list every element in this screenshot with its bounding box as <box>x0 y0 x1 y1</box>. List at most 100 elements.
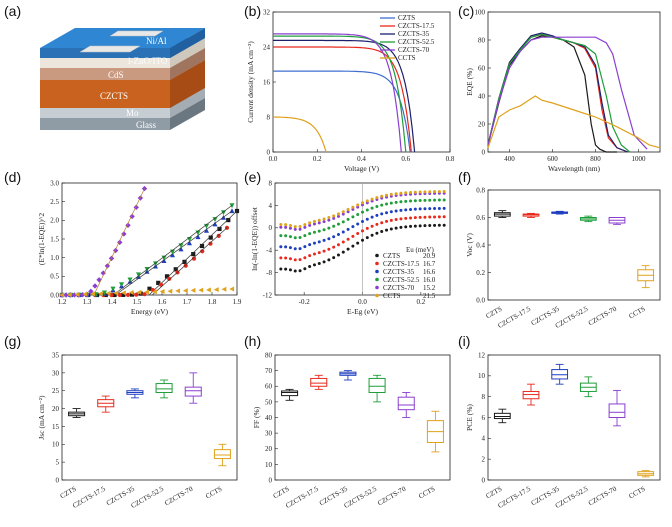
legend-entry: CCTS <box>398 54 416 62</box>
layer-label: CdS <box>108 70 124 80</box>
data-point <box>437 223 441 227</box>
data-point <box>413 207 417 211</box>
x-axis-label: Voltage (V) <box>344 164 380 173</box>
y-tick-label: 30 <box>265 430 273 438</box>
legend-swatch <box>375 261 379 266</box>
axes-1 <box>487 11 661 153</box>
data-point <box>317 229 321 233</box>
urbach-series <box>279 198 446 240</box>
data-point <box>375 196 379 200</box>
data-point <box>279 234 283 238</box>
box-5 <box>637 265 655 289</box>
czcts-layer-side <box>170 60 205 108</box>
category-label: CCTS <box>627 305 646 321</box>
data-point <box>370 206 374 210</box>
box-3 <box>579 215 597 223</box>
eqe-curve <box>487 33 629 153</box>
data-point <box>164 274 170 279</box>
box-1 <box>310 374 328 390</box>
data-point <box>356 222 360 226</box>
data-point <box>322 249 326 253</box>
data-point <box>418 224 422 228</box>
data-point <box>375 204 379 208</box>
data-point <box>365 208 369 212</box>
data-point <box>308 221 312 225</box>
legend-entry: CZCTS-52.5 <box>383 276 420 284</box>
data-point <box>178 246 184 252</box>
data-point <box>351 234 355 238</box>
data-point <box>423 190 427 194</box>
data-point <box>365 236 369 240</box>
data-point <box>437 198 441 202</box>
data-point <box>74 291 80 297</box>
x-tick-label: 1000 <box>632 155 647 163</box>
box-2 <box>551 363 569 385</box>
zno-side <box>170 28 205 58</box>
data-point <box>409 216 413 220</box>
data-point <box>288 223 292 227</box>
data-point <box>404 225 408 229</box>
data-point <box>322 238 326 242</box>
category-label: CZCTS-17.5 <box>71 485 107 510</box>
linear-fit <box>112 205 233 296</box>
urbach-series <box>279 223 446 273</box>
data-point <box>418 190 422 194</box>
data-point <box>312 241 316 245</box>
data-point <box>121 290 126 296</box>
legend-eu: 16.6 <box>423 268 436 276</box>
y-axis-label: Jsc (mA cm⁻²) <box>37 395 46 440</box>
data-point <box>375 222 379 226</box>
data-point <box>195 234 201 240</box>
data-point <box>399 225 403 229</box>
data-point <box>212 217 218 222</box>
tauc-series <box>59 203 235 298</box>
data-point <box>385 202 389 206</box>
x-tick-label: -0.2 <box>299 298 311 306</box>
data-point <box>167 288 173 294</box>
legend-eu: 15.2 <box>423 284 436 292</box>
data-point <box>404 199 408 203</box>
data-point <box>317 218 321 222</box>
data-point <box>204 223 209 229</box>
y-tick-label: 8 <box>482 393 486 401</box>
data-point <box>322 220 326 224</box>
y-axis-label: PCE (%) <box>465 404 474 431</box>
data-point <box>142 292 147 297</box>
data-point <box>380 221 384 225</box>
linear-fit <box>151 227 228 296</box>
y-tick-label: -4 <box>266 247 272 255</box>
data-point <box>322 217 326 221</box>
data-point <box>117 292 122 298</box>
x-tick-label: 1.6 <box>158 298 167 306</box>
eqe-curve <box>487 33 631 153</box>
data-point <box>361 201 364 205</box>
box-4 <box>397 392 415 418</box>
data-point <box>127 277 133 283</box>
box-3 <box>155 379 173 399</box>
data-point <box>370 197 374 201</box>
y-tick-label: 24 <box>263 43 271 51</box>
y-tick-label: 8 <box>269 179 273 187</box>
data-point <box>200 249 205 254</box>
data-point <box>346 227 350 231</box>
box-0 <box>493 210 511 218</box>
y-tick-label: 35 <box>52 351 60 359</box>
device-schematic <box>40 28 205 130</box>
data-point <box>413 216 417 220</box>
legend-entry: CZCTS-70 <box>398 46 430 54</box>
data-point <box>351 205 355 209</box>
data-point <box>356 232 360 236</box>
data-point <box>423 224 427 228</box>
data-point <box>385 228 389 232</box>
data-point <box>428 198 432 202</box>
x-axis-label: Wavelength (nm) <box>548 164 601 173</box>
y-tick-label: 0 <box>56 476 60 484</box>
data-point <box>341 220 345 224</box>
category-label: CZCTS-52.5 <box>343 485 379 510</box>
data-point <box>303 267 307 271</box>
y-tick-label: 20 <box>265 445 273 453</box>
axes-6 <box>274 354 451 481</box>
data-point <box>413 190 417 194</box>
data-point <box>399 208 403 212</box>
panel-label: (f) <box>458 169 471 185</box>
